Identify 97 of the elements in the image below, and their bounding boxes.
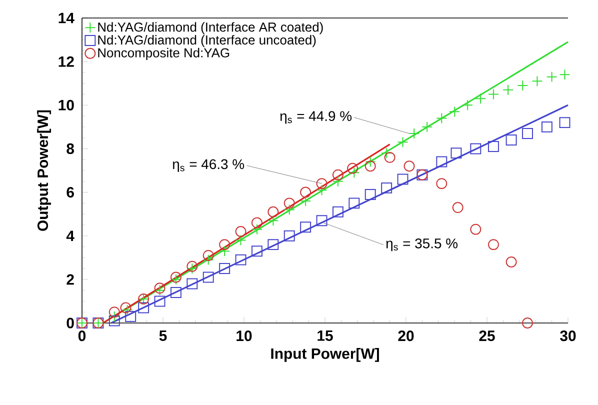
annotation: η$_{s}$ = 35.5 % (386, 238, 458, 252)
y-tick-label: 12 (58, 56, 74, 67)
point (251, 224, 262, 235)
point (332, 169, 344, 180)
point (470, 224, 482, 235)
point (316, 184, 328, 196)
point (108, 315, 120, 326)
point (235, 226, 246, 237)
point (450, 148, 462, 159)
y-tick-label: 4 (66, 230, 74, 241)
point (300, 186, 312, 198)
point (436, 112, 448, 124)
point (268, 215, 279, 226)
y-tick-label: 10 (58, 100, 74, 110)
x-tick-label: 25 (479, 330, 495, 342)
point (186, 260, 198, 272)
point (488, 141, 499, 152)
point (154, 296, 166, 307)
point (284, 230, 295, 242)
point (452, 202, 464, 214)
point (202, 250, 214, 261)
point (251, 246, 262, 257)
legend-label: Noncomposite Nd:YAG (98, 48, 230, 60)
point (170, 287, 182, 298)
point (364, 188, 376, 200)
point (332, 206, 344, 218)
legend-label: Nd:YAG/diamond (Interface AR coated) (98, 22, 323, 34)
point (522, 318, 533, 328)
point (470, 143, 482, 154)
point (408, 128, 420, 139)
point (404, 160, 415, 172)
point (138, 302, 150, 314)
x-tick-label: 0 (78, 330, 86, 342)
point (348, 198, 360, 209)
point (475, 93, 486, 104)
point (502, 84, 514, 96)
point (559, 69, 570, 80)
y-tick-label: 0 (66, 318, 74, 328)
point (235, 254, 246, 266)
point (186, 278, 198, 290)
x-tick-label: 10 (236, 330, 252, 342)
point (541, 121, 552, 132)
point (235, 234, 246, 246)
point (397, 136, 408, 148)
point (108, 306, 120, 318)
point (202, 272, 214, 283)
legend-label: Nd:YAG/diamond (Interface uncoated) (98, 35, 316, 48)
point (506, 256, 517, 268)
point (384, 152, 396, 163)
point (449, 106, 460, 118)
y-tick-label: 8 (66, 143, 74, 154)
point (381, 148, 392, 159)
x-axis-title: Input Power[W] (271, 348, 379, 362)
y-tick-label: 6 (66, 186, 74, 198)
point (488, 239, 499, 250)
x-tick-label: 5 (159, 330, 167, 341)
point (316, 178, 328, 190)
point (381, 182, 392, 194)
x-tick-label: 20 (398, 330, 414, 342)
point (364, 156, 376, 168)
point (268, 239, 279, 250)
point (202, 254, 214, 266)
point (186, 263, 198, 274)
point (517, 80, 528, 92)
x-tick-label: 30 (560, 330, 576, 342)
point (422, 121, 433, 132)
point (300, 196, 312, 206)
point (522, 128, 533, 139)
point (316, 215, 328, 226)
point (284, 198, 295, 209)
point (559, 117, 570, 128)
point (347, 162, 358, 174)
point (506, 134, 517, 146)
point (436, 178, 448, 190)
point (219, 246, 230, 257)
point (488, 88, 499, 100)
point (268, 206, 279, 218)
point (332, 176, 344, 187)
point (348, 167, 360, 178)
point (219, 239, 230, 250)
point (364, 160, 376, 172)
point (284, 204, 295, 216)
y-tick-label: 14 (58, 12, 74, 24)
annotation: η$_{s}$ = 44.9 % (280, 111, 352, 124)
y-tick-label: 2 (66, 274, 74, 285)
point (125, 310, 136, 322)
annotation: η$_{s}$ = 46.3 % (172, 159, 244, 172)
point (436, 156, 448, 168)
y-axis-title: Output Power[W] (37, 110, 52, 231)
point (462, 100, 474, 111)
point (251, 217, 262, 228)
point (532, 76, 543, 87)
point (219, 263, 230, 274)
point (397, 174, 408, 185)
x-tick-label: 15 (318, 330, 333, 341)
point (300, 222, 312, 233)
point (546, 71, 558, 82)
